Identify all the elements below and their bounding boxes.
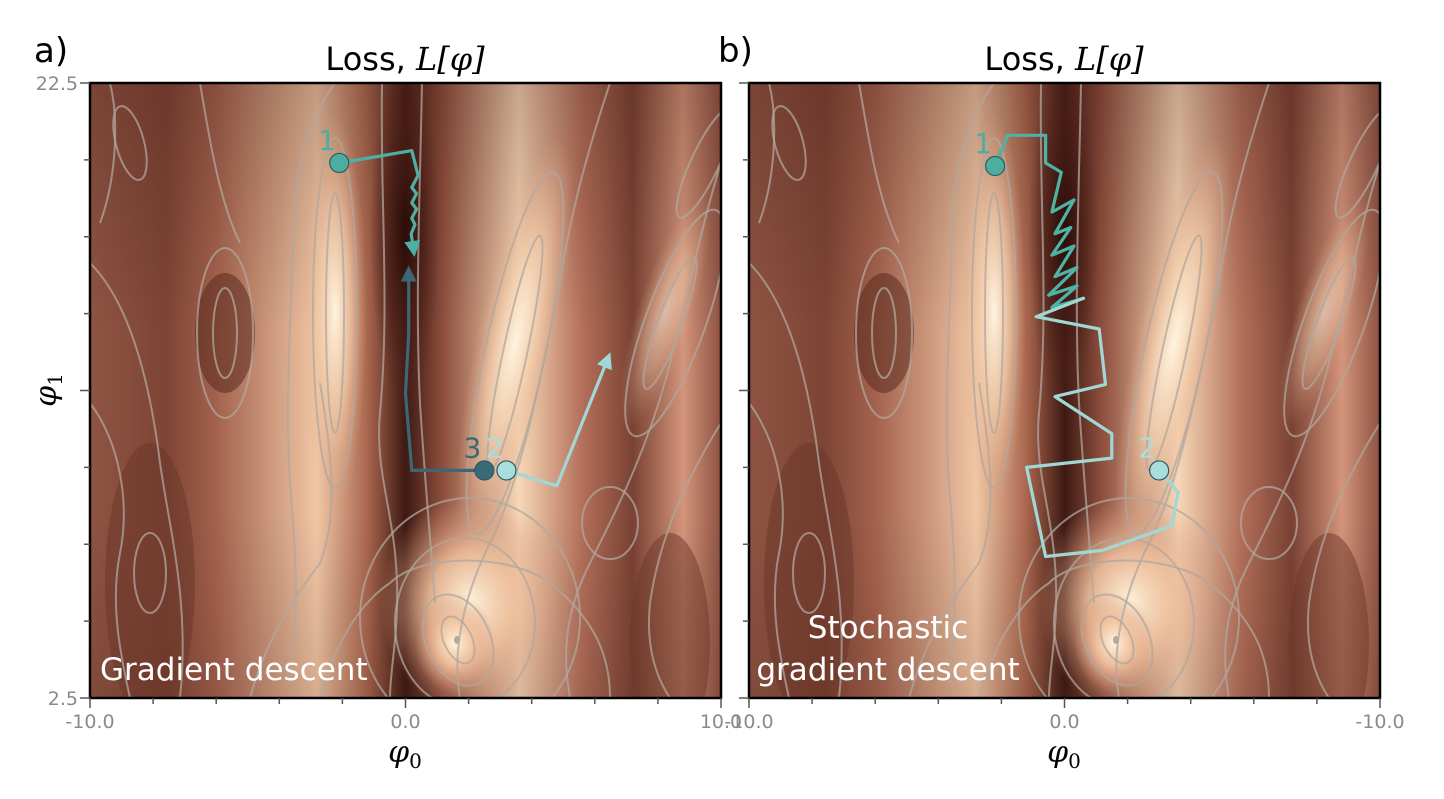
descent-path-b-1 bbox=[993, 133, 1085, 310]
panel-a: 1 23 -10.0 0.0 10.0 2.5 22.5 bbox=[36, 73, 742, 733]
descent-path-a-3 bbox=[400, 265, 486, 472]
annotation-sgd-line2: gradient descent bbox=[756, 652, 1019, 688]
title-a-text: Loss, bbox=[325, 40, 416, 78]
x-tick-label-b: -10.0 bbox=[1355, 711, 1404, 733]
ticks-b: -10.0 0.0 -10.0 bbox=[724, 82, 1405, 733]
x-tick-label-b: -10.0 bbox=[724, 711, 773, 733]
descent-path-a-1 bbox=[337, 149, 421, 257]
start-label-a-2: 2 bbox=[486, 431, 504, 464]
x-tick-label-a: -10.0 bbox=[65, 711, 114, 733]
y-tick-label-a: 22.5 bbox=[36, 73, 78, 95]
xlabel-b-sub: 0 bbox=[1068, 749, 1081, 773]
xlabel-a: φ0 bbox=[388, 735, 422, 773]
y-tick-label-a: 2.5 bbox=[48, 688, 78, 710]
start-point-a-2 bbox=[496, 460, 517, 481]
descent-path-b-2 bbox=[1025, 296, 1180, 559]
title-b: Loss, L[φ] bbox=[984, 40, 1144, 78]
x-tick-label-a: 10.0 bbox=[700, 711, 742, 733]
start-label-b-2: 2 bbox=[1138, 431, 1156, 464]
xlabel-b: φ0 bbox=[1047, 735, 1081, 773]
ticks-a: -10.0 0.0 10.0 2.5 22.5 bbox=[36, 73, 742, 733]
title-b-math: L[φ] bbox=[1074, 40, 1144, 78]
ylabel-a-sub: 1 bbox=[43, 373, 67, 386]
descent-paths-b: 12 bbox=[974, 127, 1180, 559]
descent-path-a-2 bbox=[504, 352, 612, 488]
start-point-a-1 bbox=[329, 152, 350, 174]
loss-surface-a bbox=[90, 83, 721, 698]
start-point-b-2 bbox=[1149, 460, 1170, 481]
xlabel-a-sub: 0 bbox=[409, 749, 422, 773]
xlabel-b-symbol: φ bbox=[1047, 735, 1068, 770]
xlabel-a-symbol: φ bbox=[388, 735, 409, 770]
start-label-a-3: 3 bbox=[463, 431, 481, 464]
loss-surface-b bbox=[749, 83, 1380, 698]
ylabel-a-symbol: φ bbox=[29, 386, 64, 407]
start-label-b-1: 1 bbox=[974, 127, 992, 160]
title-a: Loss, L[φ] bbox=[325, 40, 485, 78]
x-tick-label-b: 0.0 bbox=[1049, 711, 1079, 733]
ylabel-a: φ1 bbox=[29, 373, 67, 407]
panel-label-b: b) bbox=[718, 31, 753, 71]
start-point-b-1 bbox=[984, 155, 1006, 177]
panel-label-a: a) bbox=[34, 31, 68, 71]
annotation-gradient-descent: Gradient descent bbox=[100, 652, 368, 688]
title-b-text: Loss, bbox=[984, 40, 1075, 78]
start-point-a-3 bbox=[474, 460, 495, 481]
title-a-math: L[φ] bbox=[415, 40, 485, 78]
descent-paths-a: 1 23 bbox=[318, 124, 612, 488]
x-tick-label-a: 0.0 bbox=[390, 711, 420, 733]
start-label-a-1: 1 bbox=[318, 124, 336, 157]
annotation-sgd-line1: Stochastic bbox=[808, 610, 968, 646]
panel-b: 12 -10.0 0.0 -10.0 bbox=[724, 81, 1405, 733]
